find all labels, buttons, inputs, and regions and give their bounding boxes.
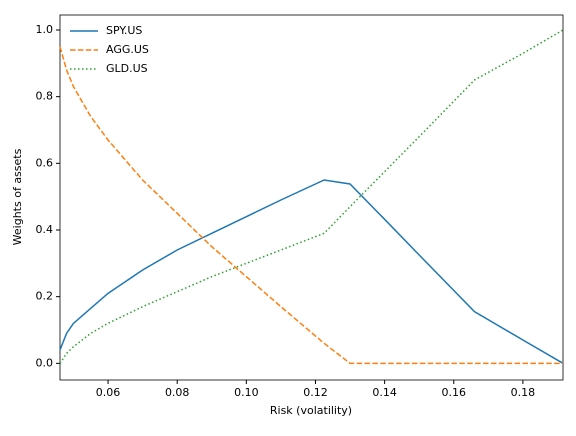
series-line: [59, 29, 564, 364]
x-tick-label: 0.12: [303, 386, 328, 399]
y-axis-label: Weights of assets: [11, 148, 24, 245]
x-axis-label: Risk (volatility): [270, 404, 352, 417]
x-tick-label: 0.08: [165, 386, 190, 399]
y-tick-label: 1.0: [36, 23, 54, 36]
y-tick-label: 0.8: [36, 90, 54, 103]
series-line: [59, 46, 563, 365]
legend-label: AGG.US: [106, 43, 149, 56]
plot-frame: [59, 14, 564, 381]
y-tick-label: 0.2: [36, 290, 54, 303]
x-tick-label: 0.18: [511, 386, 536, 399]
y-tick-label: 0.0: [36, 356, 54, 369]
x-tick-label: 0.14: [372, 386, 397, 399]
legend-label: SPY.US: [106, 24, 142, 37]
x-tick-label: 0.16: [442, 386, 467, 399]
series-line: [59, 179, 564, 364]
y-tick-label: 0.4: [36, 223, 54, 236]
x-tick-label: 0.10: [234, 386, 259, 399]
legend-label: GLD.US: [106, 62, 148, 75]
y-tick-label: 0.6: [36, 156, 54, 169]
x-tick-label: 0.06: [96, 386, 121, 399]
